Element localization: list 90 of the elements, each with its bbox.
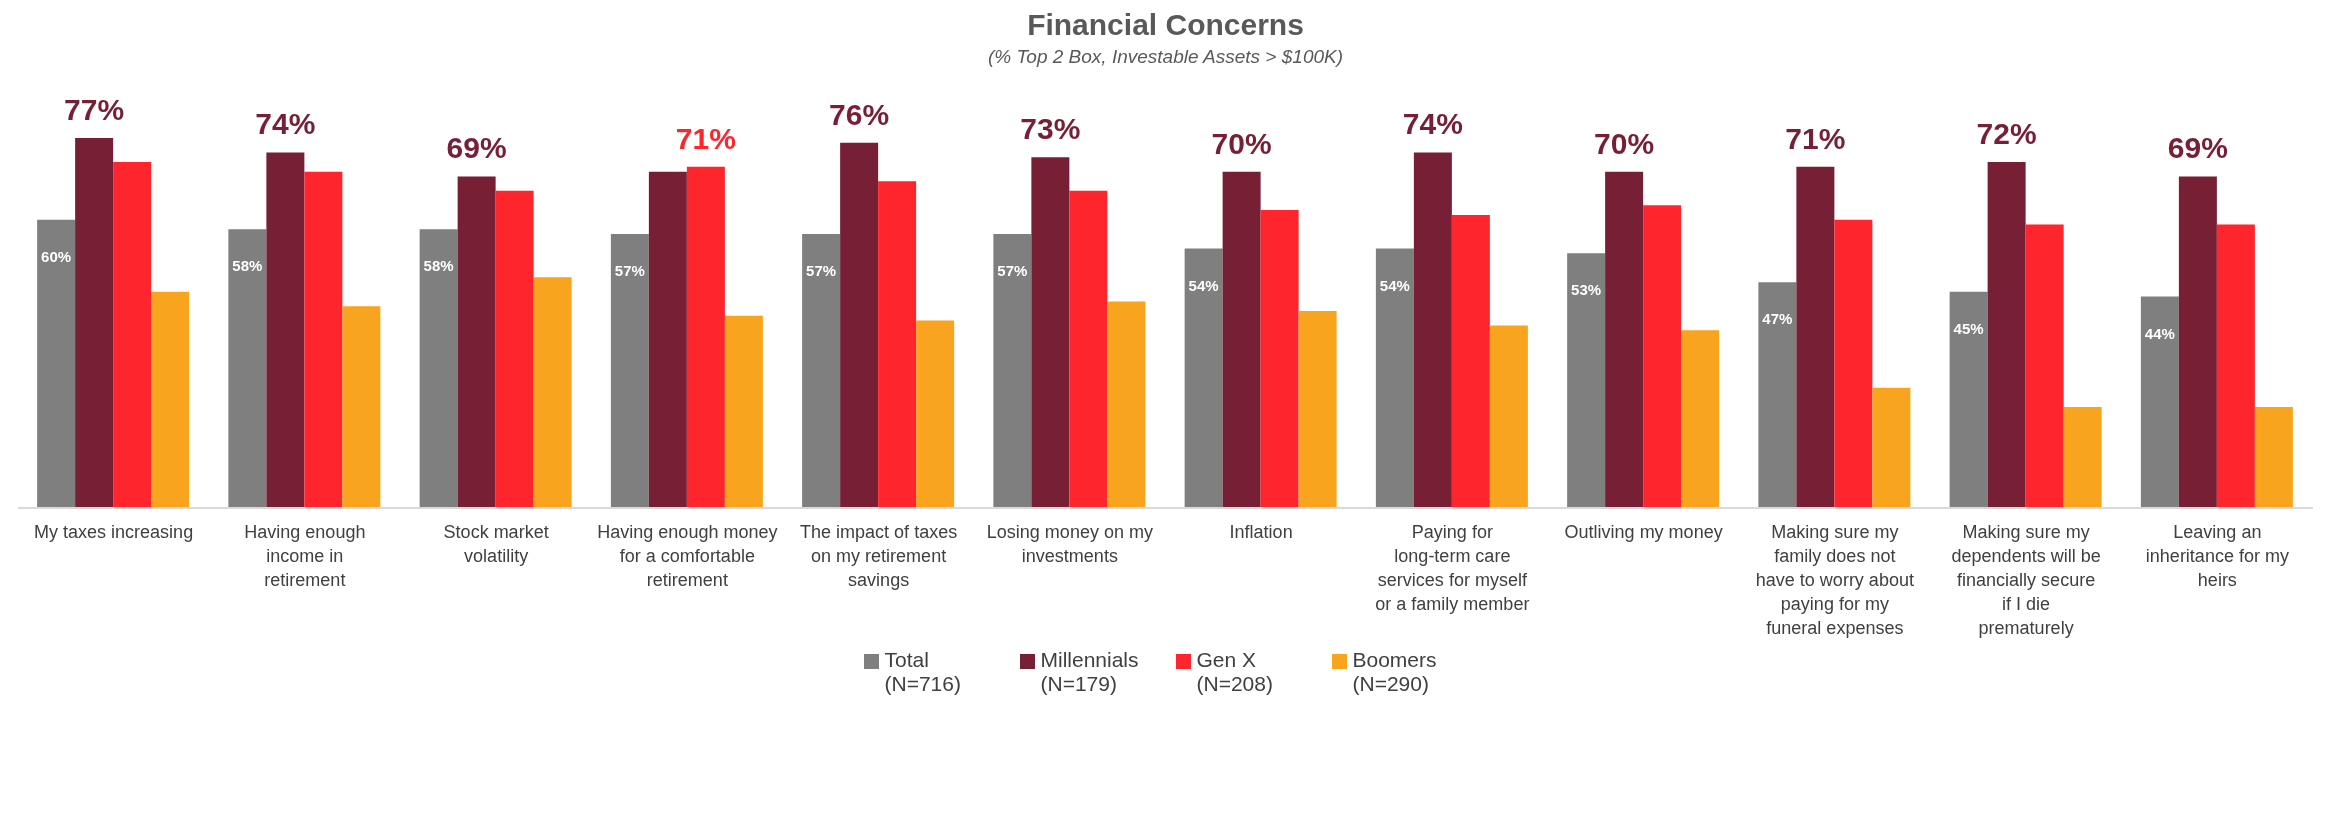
data-label: 53% (1571, 281, 1602, 299)
bar (993, 234, 1032, 508)
bar (1107, 301, 1146, 508)
data-label: 54% (1188, 276, 1219, 294)
data-label: 71% (675, 121, 736, 155)
bar (1069, 190, 1108, 508)
bar (878, 181, 917, 508)
data-label: 69% (446, 131, 507, 165)
bar (2025, 224, 2064, 508)
legend-label: Boomers (N=290) (1352, 648, 1438, 696)
bar (75, 138, 114, 508)
bar (1681, 330, 1720, 508)
bar (916, 320, 955, 508)
bar (840, 142, 879, 508)
bar (495, 190, 534, 508)
data-label: 58% (232, 257, 263, 275)
data-label: 69% (2167, 131, 2228, 165)
bar (1643, 205, 1682, 508)
chart-title: Financial Concerns (1026, 8, 1305, 42)
bar (1796, 166, 1835, 508)
x-tick-label: Losing money on my investments (986, 522, 1153, 566)
data-label: 74% (255, 107, 316, 141)
data-label: 70% (1594, 126, 1655, 160)
bar (1758, 282, 1797, 508)
bar (304, 171, 343, 508)
x-tick-label: Stock market volatility (443, 522, 549, 566)
bar (533, 277, 572, 508)
x-tick-label: My taxes increasing (34, 522, 194, 542)
x-tick-label: Making sure my family does not have to worry about paying for my funeral expenses (1755, 522, 1914, 638)
data-label: 57% (806, 262, 837, 280)
legend-label: Gen X (N=208) (1196, 648, 1274, 696)
bar (1260, 210, 1299, 508)
bar (228, 229, 267, 508)
bar (2216, 224, 2255, 508)
x-tick-label: Outliving my money (1564, 522, 1723, 542)
bar (1567, 253, 1606, 508)
data-label: 74% (1402, 107, 1463, 141)
data-label: 73% (1020, 112, 1081, 146)
data-label: 47% (1762, 310, 1793, 328)
bar (37, 219, 76, 508)
bar (1222, 171, 1261, 508)
x-tick-label: Making sure my dependents will be financially secure if I die prematurely (1951, 522, 2101, 638)
data-label: 60% (41, 247, 72, 265)
bar (419, 229, 458, 508)
bar (457, 176, 496, 508)
data-label: 58% (423, 257, 454, 275)
x-tick-label: The impact of taxes on my retirement savings (800, 522, 958, 590)
bar (2254, 407, 2293, 508)
bar (724, 315, 763, 508)
bar (1375, 248, 1414, 508)
bar (1184, 248, 1223, 508)
data-label: 72% (1976, 117, 2037, 151)
bar (648, 171, 687, 508)
x-tick-label: Having enough income in retirement (244, 522, 366, 590)
x-tick-label: Paying for long-term care services for myself or a family member (1375, 522, 1530, 614)
bar (686, 166, 725, 508)
bar (113, 162, 152, 508)
bar (1605, 171, 1644, 508)
bar (1872, 387, 1911, 508)
bar (1949, 291, 1988, 508)
x-tick-label: Having enough money for a comfortable retirement (597, 522, 778, 590)
bar (266, 152, 305, 508)
data-label: 70% (1211, 126, 1272, 160)
bar (1987, 162, 2026, 508)
data-label: 57% (997, 262, 1028, 280)
bar (2140, 296, 2179, 508)
data-label: 44% (2144, 324, 2175, 342)
bar (1834, 219, 1873, 508)
bar (2178, 176, 2217, 508)
data-label: 45% (1953, 319, 1984, 337)
x-tick-label: Leaving an inheritance for my heirs (2145, 522, 2289, 590)
legend-label: Total (N=716) (884, 648, 962, 696)
bar (1489, 325, 1528, 508)
data-label: 76% (829, 97, 890, 131)
bar (2063, 407, 2102, 508)
data-label: 71% (1785, 121, 1846, 155)
bar (610, 234, 649, 508)
bar (1413, 152, 1452, 508)
bar (1031, 157, 1070, 508)
x-tick-label: Inflation (1229, 522, 1293, 542)
bar (151, 291, 190, 508)
legend-label: Millennials (N=179) (1040, 648, 1140, 696)
data-label: 77% (64, 93, 125, 126)
bar (802, 234, 841, 508)
data-label: 57% (614, 262, 645, 280)
data-label: 54% (1379, 276, 1410, 294)
bar (1451, 214, 1490, 508)
chart-subtitle: (% Top 2 Box, Investable Assets > $100K) (986, 46, 1344, 68)
bar (1298, 310, 1337, 508)
bar (342, 306, 381, 508)
